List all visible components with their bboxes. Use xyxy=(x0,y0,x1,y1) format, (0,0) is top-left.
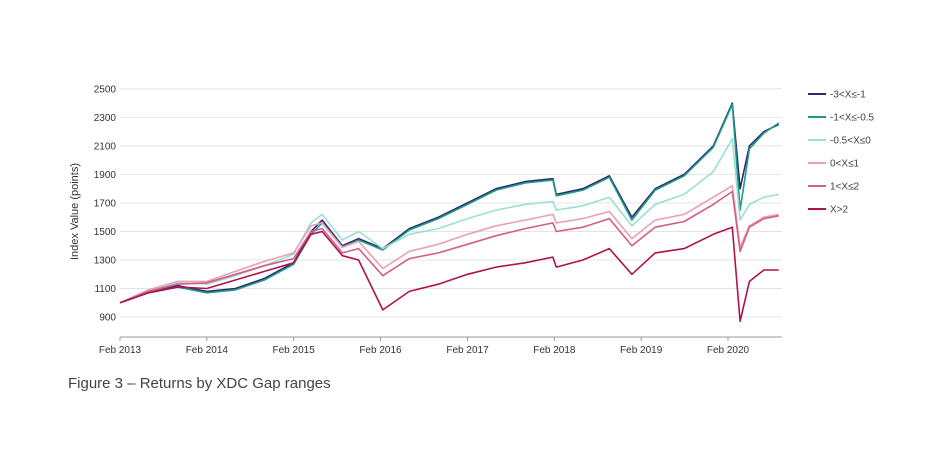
x-tick-label: Feb 2016 xyxy=(359,345,402,356)
legend-label: -1<X≤-0.5 xyxy=(830,113,875,124)
y-axis-title: Index Value (points) xyxy=(69,163,81,260)
y-tick-label: 1700 xyxy=(94,198,117,209)
gridlines xyxy=(120,88,782,318)
series-line-5 xyxy=(119,226,779,323)
legend: -3<X≤-1 -1<X≤-0.5 -0.5<X≤0 0<X≤1 1<X≤2 X>2 xyxy=(808,90,875,216)
legend-label: X>2 xyxy=(830,205,849,216)
y-tick-label: 1300 xyxy=(94,255,117,266)
x-tick-label: Feb 2013 xyxy=(99,345,142,356)
y-tick-label: 900 xyxy=(99,313,116,324)
series-line-3 xyxy=(119,185,779,304)
x-tick-label: Feb 2018 xyxy=(533,345,576,356)
x-tick-label: Feb 2019 xyxy=(620,345,663,356)
x-tick-label: Feb 2017 xyxy=(446,345,489,356)
series-lines xyxy=(119,102,780,323)
x-tick-label: Feb 2014 xyxy=(186,345,229,356)
series-line-1 xyxy=(119,103,780,304)
legend-label: 1<X≤2 xyxy=(830,182,860,193)
y-tick-label: 1900 xyxy=(94,170,117,181)
x-tick-label: Feb 2020 xyxy=(707,345,750,356)
figure-caption: Figure 3 – Returns by XDC Gap ranges xyxy=(68,375,331,392)
series-line-4 xyxy=(119,190,779,304)
y-tick-label: 2300 xyxy=(94,113,117,124)
y-tick-label: 1500 xyxy=(94,227,117,238)
x-axis-ticks: Feb 2013 Feb 2014 Feb 2015 Feb 2016 Feb 2017… xyxy=(99,337,750,356)
legend-label: -3<X≤-1 xyxy=(830,90,866,101)
series-line-2 xyxy=(119,138,779,304)
y-tick-label: 2500 xyxy=(94,84,117,95)
y-axis-ticks: 900 1100 1300 1500 1700 1900 2100 2300 2500 xyxy=(94,84,117,323)
y-tick-label: 1100 xyxy=(94,284,116,295)
legend-label: 0<X≤1 xyxy=(830,159,860,170)
x-tick-label: Feb 2015 xyxy=(273,345,316,356)
y-tick-label: 2100 xyxy=(94,141,117,152)
legend-label: -0.5<X≤0 xyxy=(830,136,871,147)
